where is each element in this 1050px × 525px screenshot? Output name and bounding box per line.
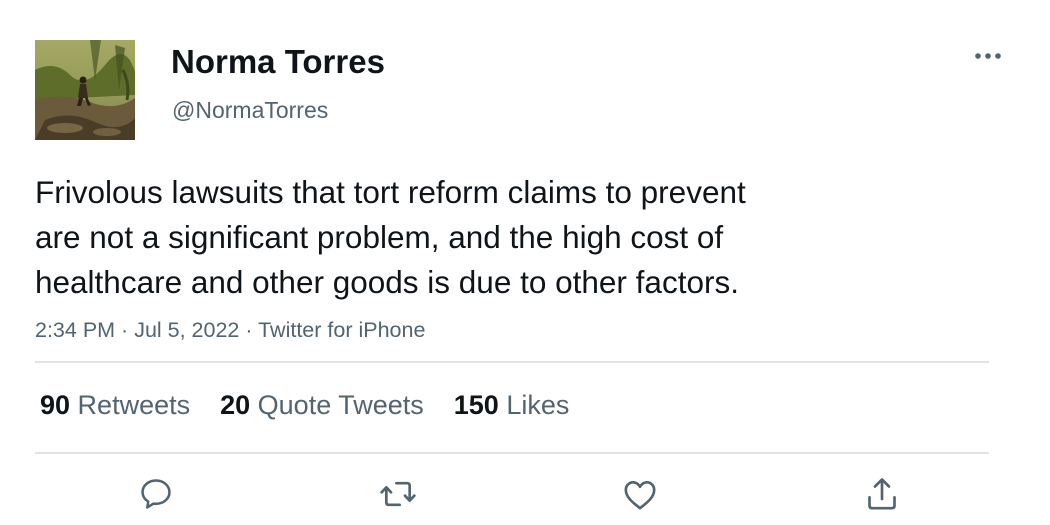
tweet-text-line: healthcare and other goods is due to oth… [35,264,739,300]
user-handle[interactable]: @NormaTorres [172,97,329,123]
meta-separator: · [115,318,135,342]
divider [35,361,989,363]
quote-tweets-label: Quote Tweets [250,390,424,420]
reply-icon [141,479,171,509]
avatar[interactable] [35,40,135,140]
tweet-date[interactable]: Jul 5, 2022 [134,318,240,342]
quote-tweets-stat[interactable]: 20 Quote Tweets [220,388,424,422]
tweet-text-line: Frivolous lawsuits that tort reform clai… [35,174,746,210]
likes-stat[interactable]: 150 Likes [454,388,570,422]
meta-separator: · [239,318,259,342]
more-options-button[interactable] [968,42,1008,70]
share-icon [868,478,896,510]
heart-icon [624,481,656,510]
display-name[interactable]: Norma Torres [171,43,385,80]
reply-button[interactable] [136,474,176,514]
retweets-label: Retweets [70,390,191,420]
tweet-time[interactable]: 2:34 PM [35,318,116,342]
retweet-icon [380,481,416,507]
share-button[interactable] [862,474,902,514]
tweet-meta: 2:34 PM · Jul 5, 2022 · Twitter for iPho… [35,316,425,344]
tweet-source[interactable]: Twitter for iPhone [258,318,426,342]
like-button[interactable] [620,474,660,514]
likes-count: 150 [453,390,499,420]
engagement-stats: 90 Retweets 20 Quote Tweets 150 Likes [40,388,599,422]
quote-tweets-count: 20 [220,390,251,420]
tweet-text-line: are not a significant problem, and the h… [35,219,724,255]
divider [35,452,989,454]
more-horizontal-icon [975,53,1001,59]
likes-label: Likes [498,390,570,420]
tweet-text: Frivolous lawsuits that tort reform clai… [35,170,915,305]
retweets-count: 90 [40,390,71,420]
retweets-stat[interactable]: 90 Retweets [40,388,190,422]
avatar-photo [35,40,135,140]
retweet-button[interactable] [378,474,418,514]
